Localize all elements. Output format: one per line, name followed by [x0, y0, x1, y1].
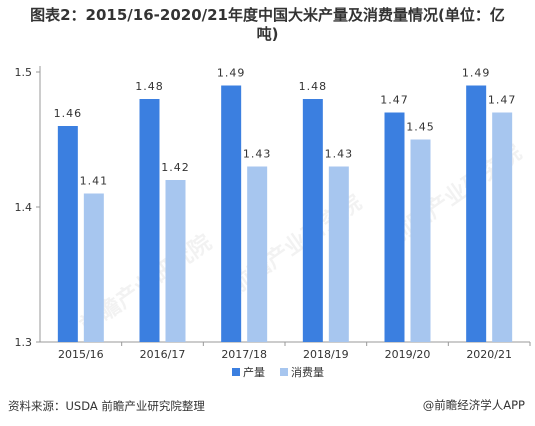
bar-consumption [247, 166, 268, 342]
x-tick-label: 2016/17 [140, 348, 186, 361]
data-label: 1.48 [135, 80, 164, 93]
bar-production [384, 112, 405, 342]
bar-production [466, 85, 487, 342]
brand-credit: @前瞻经济学人APP [423, 397, 525, 413]
legend-label-production: 产量 [243, 365, 265, 379]
data-label: 1.49 [217, 67, 246, 80]
y-tick-label: 1.4 [15, 201, 33, 214]
data-label: 1.49 [462, 67, 491, 80]
x-tick-label: 2015/16 [58, 348, 104, 361]
bar-production [221, 85, 242, 342]
bar-consumption [83, 193, 104, 342]
legend-swatch-consumption [280, 368, 288, 376]
bar-production [302, 99, 323, 342]
data-label: 1.46 [54, 107, 83, 120]
chart-title: 图表2：2015/16-2020/21年度中国大米产量及消费量情况(单位：亿 吨… [0, 6, 535, 44]
bar-consumption [492, 112, 513, 342]
data-label: 1.47 [380, 94, 409, 107]
x-tick-label: 2017/18 [221, 348, 267, 361]
legend-label-consumption: 消费量 [291, 365, 324, 379]
bar-consumption [165, 180, 186, 342]
chart-title-line2: 吨) [256, 25, 279, 43]
bar-production [139, 99, 160, 342]
data-label: 1.47 [488, 94, 517, 107]
x-tick-label: 2020/21 [466, 348, 512, 361]
bar-consumption [328, 166, 349, 342]
y-tick-label: 1.3 [15, 336, 33, 349]
data-label: 1.42 [161, 161, 190, 174]
data-label: 1.48 [299, 80, 328, 93]
bar-production [57, 126, 78, 342]
data-label: 1.45 [406, 121, 435, 134]
data-label: 1.43 [243, 148, 272, 161]
x-tick-label: 2018/19 [303, 348, 349, 361]
y-tick-label: 1.5 [15, 66, 33, 79]
brand-credit-text: @前瞻经济学人APP [422, 398, 525, 412]
data-label: 1.41 [80, 175, 109, 188]
legend-swatch-production [232, 368, 240, 376]
chart-title-line1: 图表2：2015/16-2020/21年度中国大米产量及消费量情况(单位：亿 [30, 6, 505, 24]
data-label: 1.43 [325, 148, 354, 161]
x-tick-label: 2019/20 [385, 348, 431, 361]
bar-consumption [410, 139, 431, 342]
source-note: 资料来源：USDA 前瞻产业研究院整理 [8, 399, 205, 413]
